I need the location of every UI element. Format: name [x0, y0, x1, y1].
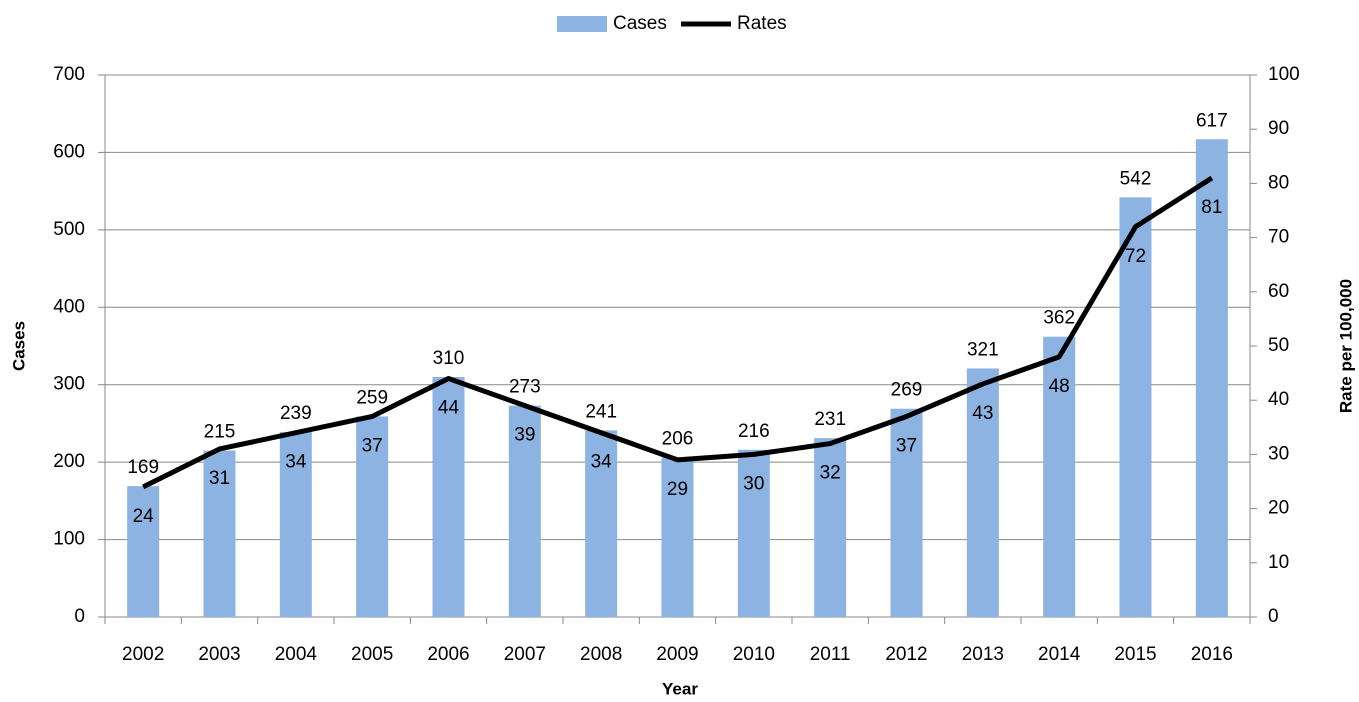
line-label: 31 [209, 468, 230, 489]
y2-axis-title: Rate per 100,000 [1336, 279, 1355, 413]
bar [279, 431, 312, 617]
line-label: 24 [133, 506, 155, 527]
bar [585, 430, 618, 617]
x-tick-label: 2014 [1038, 644, 1081, 665]
x-tick-label: 2003 [198, 644, 240, 665]
x-tick-label: 2012 [885, 644, 927, 665]
bar-label: 241 [585, 401, 617, 422]
bar-label: 362 [1043, 308, 1075, 329]
x-tick-label: 2005 [351, 644, 393, 665]
bar [356, 416, 389, 617]
line-label: 37 [896, 435, 917, 456]
bar-label: 542 [1120, 168, 1152, 189]
x-tick-label: 2006 [427, 644, 469, 665]
legend-label: Rates [737, 13, 787, 34]
bar [1043, 336, 1076, 617]
bar [508, 405, 541, 617]
x-tick-label: 2009 [656, 644, 698, 665]
y2-tick-label: 20 [1268, 498, 1289, 519]
x-tick-label: 2011 [810, 644, 851, 665]
x-tick-label: 2015 [1114, 644, 1156, 665]
y-tick-label: 500 [53, 219, 85, 240]
line-label: 37 [362, 435, 383, 456]
line-label: 30 [743, 473, 764, 494]
bar-label: 259 [356, 387, 388, 408]
bar-label: 310 [433, 348, 465, 369]
x-tick-label: 2010 [733, 644, 775, 665]
y2-tick-label: 80 [1268, 172, 1289, 193]
y-tick-label: 400 [53, 296, 85, 317]
y-tick-label: 700 [53, 64, 85, 85]
bar [737, 449, 770, 617]
y2-tick-label: 100 [1268, 64, 1300, 85]
x-tick-label: 2013 [962, 644, 1004, 665]
line [142, 175, 1214, 490]
y-tick-label: 200 [53, 451, 85, 472]
bar-label: 206 [662, 429, 694, 450]
x-tick-label: 2002 [122, 644, 164, 665]
bar [890, 408, 923, 617]
line-label: 34 [285, 452, 307, 473]
bar-label: 269 [891, 380, 923, 401]
bar-label: 273 [509, 377, 541, 398]
bar [966, 368, 999, 617]
y2-tick-label: 0 [1268, 606, 1279, 627]
x-tick-label: 2016 [1191, 644, 1233, 665]
bar-label: 239 [280, 403, 312, 424]
line-label: 81 [1201, 197, 1222, 218]
bar-label: 215 [204, 422, 236, 443]
y2-tick-label: 30 [1268, 443, 1289, 464]
line-label: 48 [1049, 376, 1070, 397]
line-label: 39 [514, 425, 535, 446]
y-tick-label: 100 [53, 529, 85, 550]
x-axis-title: Year [662, 679, 698, 698]
y-tick-label: 600 [53, 141, 85, 162]
bar-label: 216 [738, 421, 770, 442]
y2-tick-label: 70 [1268, 227, 1289, 248]
bar [1119, 197, 1152, 617]
x-tick-label: 2008 [580, 644, 622, 665]
line-label: 29 [667, 479, 688, 500]
y2-tick-label: 60 [1268, 281, 1289, 302]
bar-label: 321 [967, 339, 999, 360]
y2-tick-label: 40 [1268, 389, 1289, 410]
y-tick-label: 0 [74, 606, 85, 627]
bar [1195, 139, 1228, 617]
bar [203, 450, 236, 617]
line-label: 43 [972, 403, 993, 424]
bar-label: 169 [127, 457, 159, 478]
legend-label: Cases [613, 13, 667, 34]
line-label: 34 [591, 452, 613, 473]
bar [661, 457, 694, 617]
legend-swatch [557, 16, 607, 32]
bar [432, 376, 465, 617]
x-tick-label: 2004 [275, 644, 318, 665]
y2-tick-label: 10 [1268, 552, 1289, 573]
bar [814, 438, 847, 617]
y2-tick-label: 90 [1268, 118, 1289, 139]
line-label: 72 [1125, 246, 1146, 267]
y-axis-title: Cases [9, 321, 28, 371]
line-label: 44 [438, 398, 460, 419]
bar-label: 231 [814, 409, 846, 430]
bar [127, 486, 160, 617]
bar-label: 617 [1196, 110, 1228, 131]
x-tick-label: 2007 [504, 644, 546, 665]
y2-tick-label: 50 [1268, 335, 1289, 356]
y-tick-label: 300 [53, 374, 85, 395]
line-label: 32 [820, 463, 841, 484]
